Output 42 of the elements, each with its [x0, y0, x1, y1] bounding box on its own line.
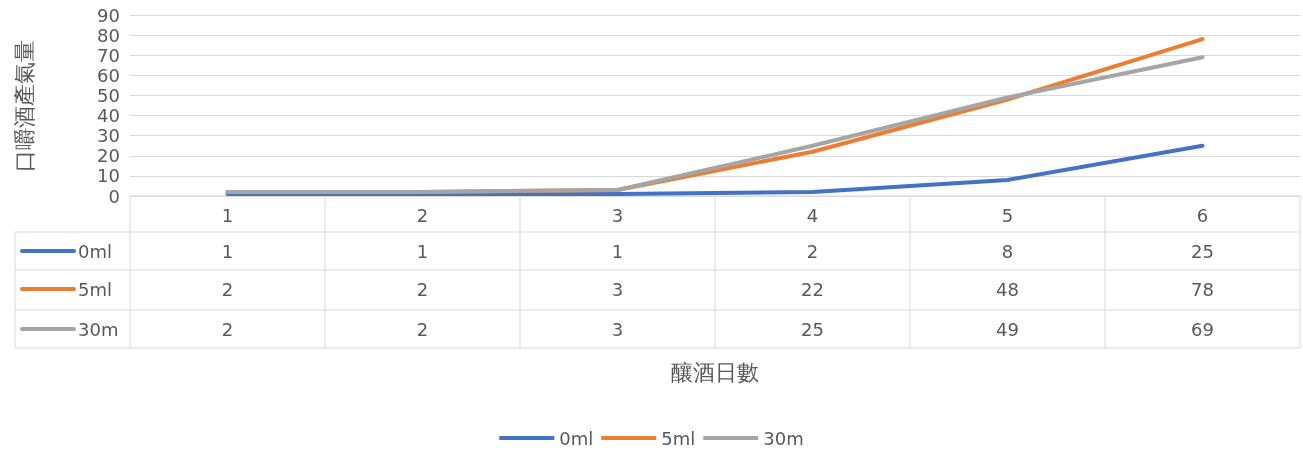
data-label: 25 — [1191, 240, 1214, 262]
text: 0ml — [559, 427, 594, 449]
y-tick-label: 40 — [97, 105, 120, 127]
x-tick-label: 3 — [611, 204, 624, 226]
text: 釀酒日數 — [671, 359, 759, 385]
data-label: 25 — [801, 318, 824, 340]
data-label: 2 — [416, 278, 429, 300]
data-label: 1 — [611, 240, 624, 262]
x-tick-label: 5 — [1001, 204, 1014, 226]
y-tick-label: 10 — [97, 165, 120, 187]
data-label: 3 — [611, 278, 624, 300]
y-tick-label: 30 — [97, 125, 120, 147]
y-tick-label: 20 — [97, 145, 120, 167]
legend-label: 5ml — [78, 278, 112, 300]
y-tick-label: 90 — [97, 4, 120, 26]
y-axis-title: 口嚼酒產氣量 — [11, 39, 37, 172]
data-label: 3 — [611, 318, 624, 340]
y-tick-label: 0 — [108, 185, 120, 207]
data-label: 1 — [221, 240, 234, 262]
data-label: 2 — [806, 240, 819, 262]
text: 5ml — [661, 427, 696, 449]
data-label: 49 — [996, 318, 1019, 340]
data-label: 78 — [1191, 278, 1214, 300]
x-tick-label: 1 — [221, 204, 234, 226]
data-label: 2 — [221, 278, 234, 300]
data-label: 8 — [1001, 240, 1014, 262]
text: 30m — [763, 427, 804, 449]
x-tick-label: 6 — [1196, 204, 1209, 226]
data-label: 1 — [416, 240, 429, 262]
x-tick-label: 4 — [806, 204, 819, 226]
data-label: 69 — [1191, 318, 1214, 340]
y-tick-label: 50 — [97, 84, 120, 106]
x-tick-label: 2 — [416, 204, 429, 226]
legend-label: 30m — [78, 318, 119, 340]
data-label: 48 — [996, 278, 1019, 300]
y-tick-label: 80 — [97, 24, 120, 46]
data-label: 2 — [221, 318, 234, 340]
legend-label: 0ml — [78, 240, 112, 262]
y-tick-label: 60 — [97, 64, 120, 86]
data-label: 22 — [801, 278, 824, 300]
data-label: 2 — [416, 318, 429, 340]
y-tick-label: 70 — [97, 44, 120, 66]
